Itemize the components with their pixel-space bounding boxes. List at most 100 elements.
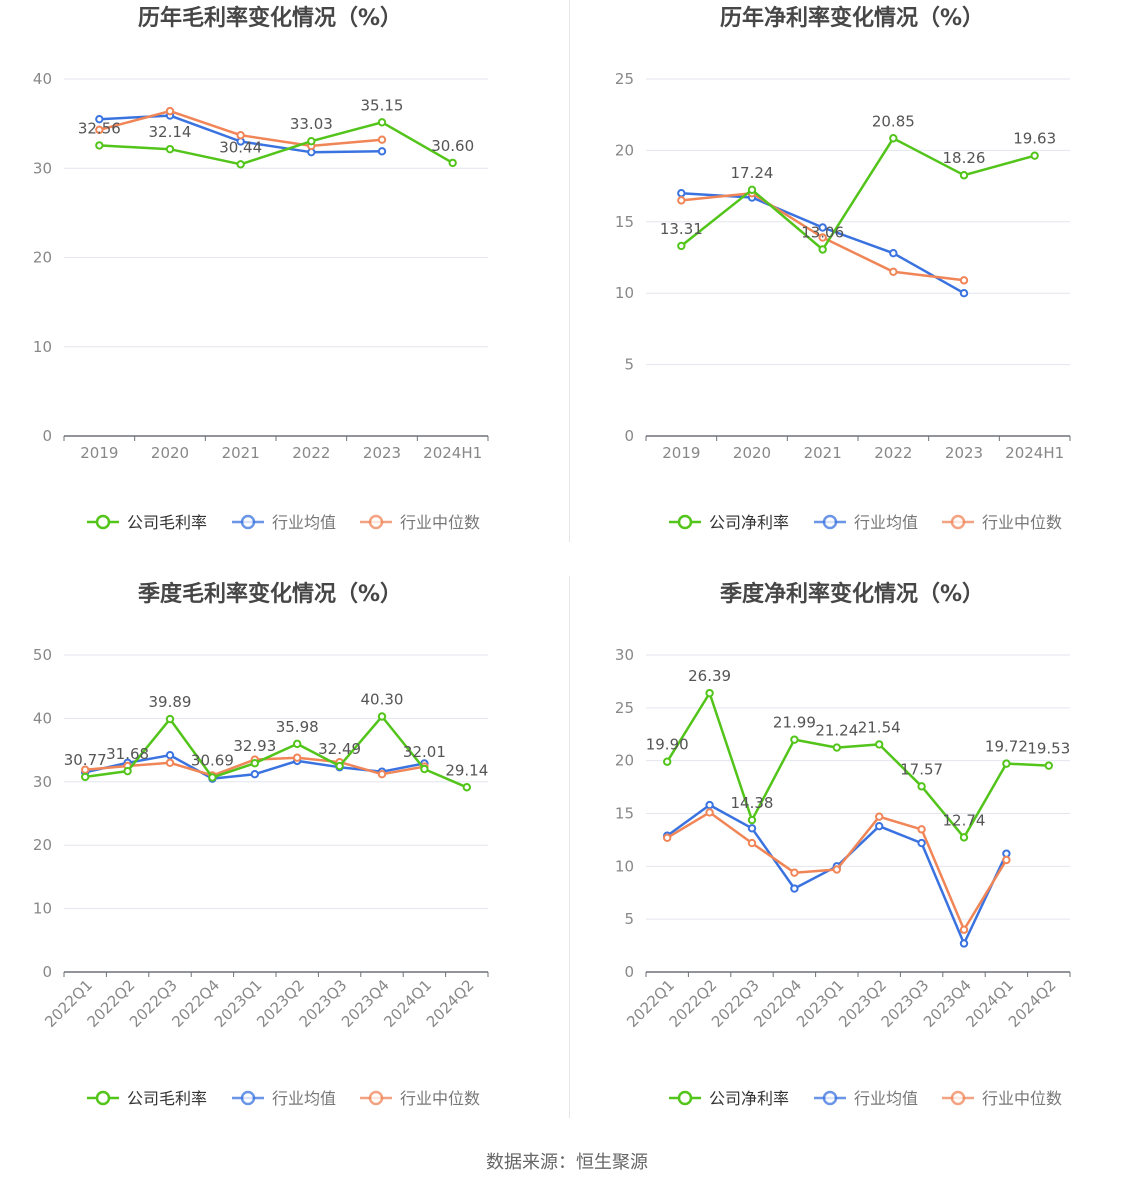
legend-label: 公司毛利率 [127,513,207,532]
legend-label: 公司毛利率 [127,1089,207,1108]
data-label: 18.26 [943,149,986,167]
data-point-median [165,106,175,116]
data-label: 30.69 [191,751,234,769]
x-tick-label: 2019 [80,444,118,462]
y-tick-label: 5 [624,910,634,928]
data-point-avg [165,750,175,760]
legend-item-median: 行业中位数 [360,1089,480,1108]
legend-label: 行业均值 [854,513,918,532]
series-median [677,189,969,285]
data-label: 21.99 [773,714,816,732]
data-label: 19.53 [1027,740,1070,758]
data-point-company [420,764,429,774]
data-label: 30.77 [64,751,107,769]
data-point-median [677,196,686,205]
y-tick-label: 40 [33,70,52,88]
data-label: 12.74 [943,811,986,829]
data-label: 31.68 [106,745,149,763]
legend-marker [368,514,384,530]
x-tick-label: 2022 [292,444,330,462]
data-label: 19.72 [985,738,1028,756]
legend-label: 公司净利率 [709,513,789,532]
legend-item-median: 行业中位数 [360,513,480,532]
data-point-median [663,833,672,843]
x-tick-label: 2020 [151,444,189,462]
legend-item-company: 公司毛利率 [87,513,207,532]
y-tick-label: 25 [615,699,634,717]
data-point-median [747,838,757,848]
y-tick-label: 0 [624,427,634,445]
data-label: 19.63 [1013,130,1056,148]
legend: 公司毛利率 行业均值 行业中位数 [87,1089,480,1108]
y-tick-label: 0 [42,427,52,445]
legend-marker [368,1090,384,1106]
legend: 公司净利率 行业均值 行业中位数 [669,1089,1062,1108]
data-label: 30.60 [431,137,474,155]
data-point-median [959,925,969,934]
data-point-company [677,241,686,251]
legend-marker [95,514,111,530]
x-tick-label: 2024Q2 [1005,976,1060,1031]
data-point-company [462,783,471,792]
x-tick-label: 2024Q2 [423,976,478,1031]
legend-item-avg: 行业均值 [232,513,336,532]
data-point-company [250,759,260,768]
data-point-avg [889,249,898,258]
data-point-company [875,740,884,749]
legend-item-avg: 行业均值 [814,513,918,532]
data-point-company [1030,151,1039,160]
y-tick-label: 15 [615,213,634,231]
legend-item-median: 行业中位数 [942,513,1062,532]
data-point-avg [790,884,799,893]
data-point-median [959,276,969,285]
series-line-company [680,137,1036,251]
series-line-company [666,691,1049,839]
y-tick-label: 20 [33,836,52,854]
data-label: 30.44 [219,138,262,156]
data-label: 40.30 [361,690,404,708]
legend-marker [677,1090,693,1106]
y-tick-label: 0 [624,963,634,981]
data-point-median [377,769,387,779]
data-point-company [208,773,217,782]
chart-panel-2: 历年净利率变化情况（%） 0 5 10 15 20 25 2019 2020 2021 2022 20… [615,5,1071,532]
legend-item-company: 公司净利率 [669,513,789,532]
y-tick-label: 40 [33,709,52,727]
data-label: 19.90 [646,736,689,754]
legend-label: 行业中位数 [982,513,1062,532]
data-point-company [236,160,245,169]
data-point-avg [818,223,827,232]
data-point-company [959,833,969,842]
legend-item-company: 公司净利率 [669,1089,789,1108]
y-tick-label: 30 [33,159,52,177]
data-point-company [747,185,757,195]
data-point-median [236,131,245,140]
data-point-median [889,267,898,276]
data-point-avg [959,289,969,298]
data-point-company [377,712,387,721]
data-label: 32.49 [318,740,361,758]
legend-label: 公司净利率 [709,1089,789,1108]
data-point-company [889,134,898,143]
data-point-median [832,865,841,874]
data-point-avg [377,147,387,156]
data-point-company [123,766,132,776]
chart-panel-1: 历年毛利率变化情况（%） 0 10 20 30 40 2019 2020 2021 2022 202… [33,5,489,532]
data-point-company [307,137,316,146]
data-point-company [959,171,969,180]
data-point-avg [95,114,104,124]
x-tick-label: 2023 [363,444,401,462]
legend-label: 行业中位数 [400,1089,480,1108]
data-label: 17.24 [731,164,774,182]
x-tick-label: 2022 [874,444,912,462]
chart-panel-4: 季度净利率变化情况（%）0510152025302022Q12022Q22022… [615,581,1071,1108]
data-label: 32.14 [149,123,192,141]
legend: 公司净利率 行业均值 行业中位数 [669,513,1062,532]
data-point-company [81,772,90,782]
data-label: 35.15 [361,96,404,114]
chart-title: 季度毛利率变化情况（%） [138,581,402,607]
data-point-median [917,825,926,834]
x-tick-label: 2021 [804,444,842,462]
y-tick-label: 10 [615,857,634,875]
